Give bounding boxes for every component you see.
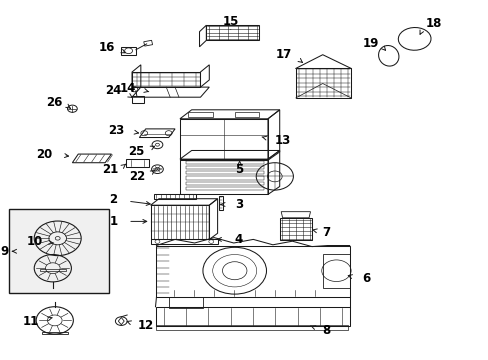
Text: 23: 23 [108, 124, 124, 137]
Text: 22: 22 [129, 170, 145, 183]
Text: 25: 25 [128, 145, 144, 158]
Text: 7: 7 [322, 226, 330, 239]
Text: 6: 6 [361, 273, 369, 285]
Text: 8: 8 [322, 324, 330, 337]
Text: 16: 16 [99, 41, 115, 54]
Text: 17: 17 [276, 48, 292, 61]
Text: 12: 12 [138, 319, 154, 332]
Text: 4: 4 [234, 233, 243, 246]
Text: 11: 11 [23, 315, 39, 328]
Text: 21: 21 [102, 163, 118, 176]
Text: 19: 19 [362, 37, 378, 50]
Text: 1: 1 [109, 215, 117, 228]
Text: 20: 20 [37, 148, 53, 161]
Text: 14: 14 [120, 82, 136, 95]
Text: 15: 15 [222, 15, 239, 28]
Text: 9: 9 [1, 245, 9, 258]
Text: 2: 2 [109, 193, 117, 206]
Text: 5: 5 [235, 163, 243, 176]
Text: 24: 24 [105, 84, 121, 97]
Text: 3: 3 [234, 198, 243, 211]
Text: 13: 13 [274, 134, 290, 147]
Text: 26: 26 [46, 96, 62, 109]
Bar [9, 209, 109, 293]
Text: 10: 10 [27, 235, 43, 248]
Text: 18: 18 [425, 17, 441, 30]
